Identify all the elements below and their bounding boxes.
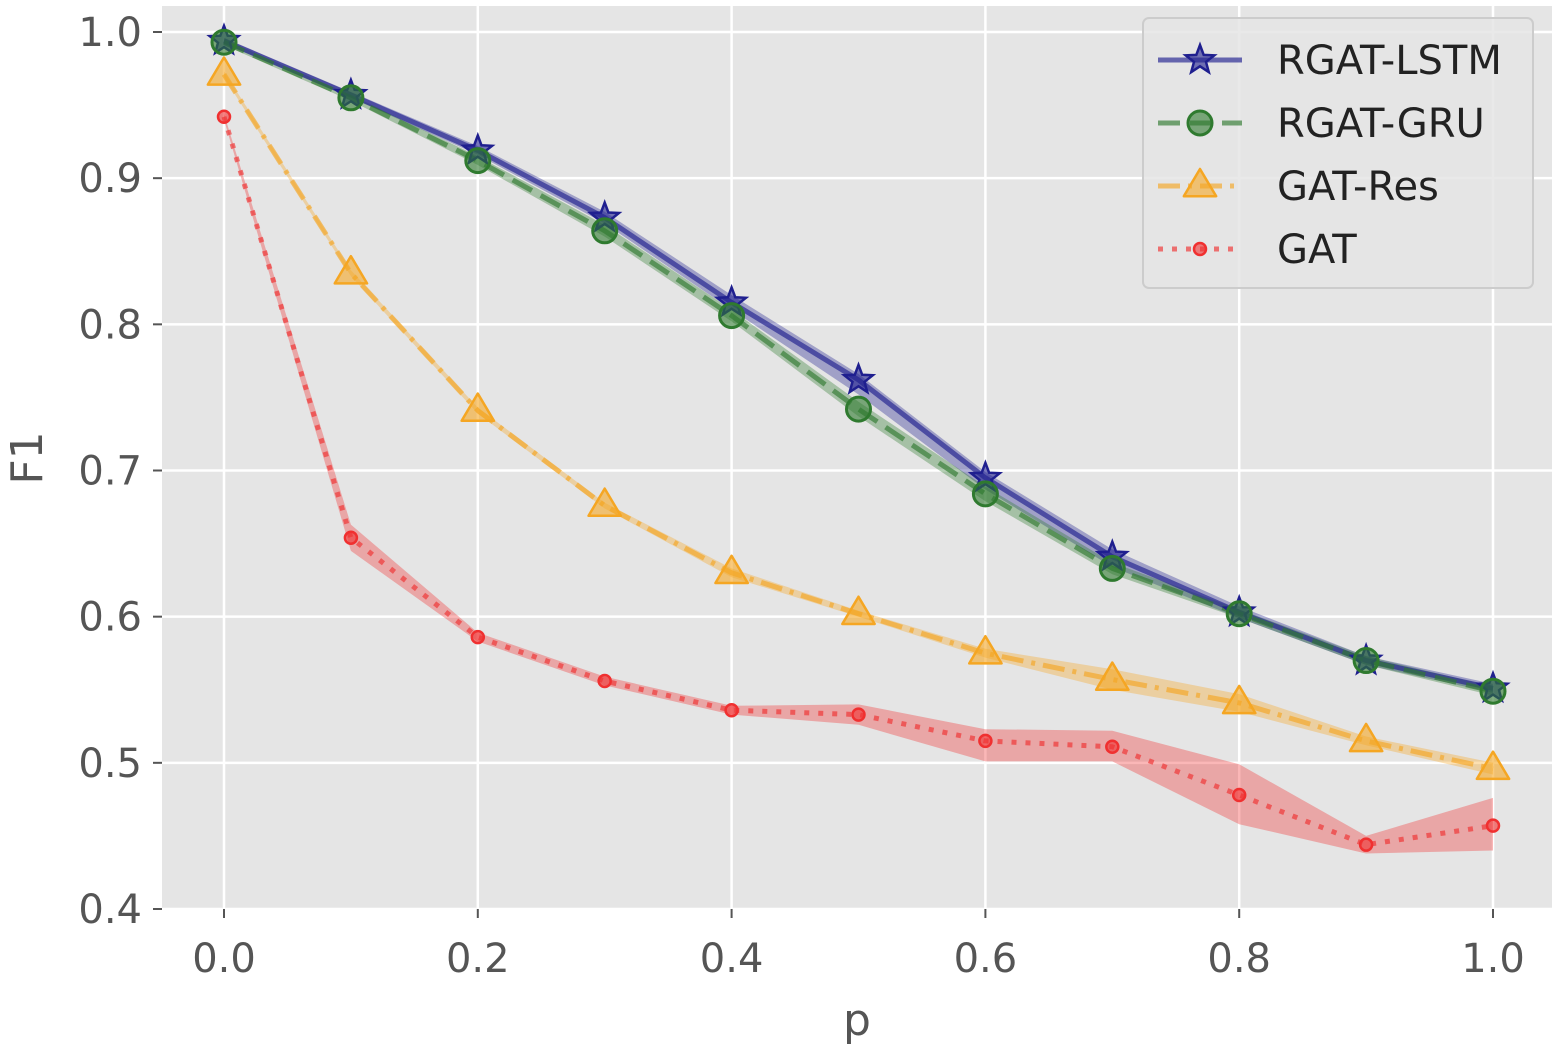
grid-lines: [162, 6, 1552, 911]
gat-point: [851, 707, 866, 722]
y-tick-label: 0.7: [78, 449, 142, 495]
gat-point: [343, 530, 359, 545]
legend-box: [1142, 17, 1534, 289]
legend-marker-rgat-gru: [1186, 109, 1214, 137]
gat-res-point: [1475, 750, 1511, 781]
legend-marker-rgat-lstm: [1182, 41, 1218, 75]
gat-res-point: [841, 595, 876, 626]
rgat-gru-point: [971, 480, 999, 508]
rgat-gru-point: [210, 28, 238, 56]
rgat-gru-line: [222, 39, 1494, 694]
y-tick-label: 0.8: [78, 302, 142, 348]
rgat-gru-point: [1352, 647, 1380, 675]
x-tick-label: 1.0: [1461, 936, 1525, 982]
legend-label-gat: GAT: [1277, 227, 1357, 273]
x-tick-label: 0.6: [954, 936, 1018, 982]
legend-marker-gat: [1192, 241, 1208, 257]
x-tick-label: 0.4: [700, 936, 764, 982]
rgat-gru-point: [464, 147, 492, 175]
gat-res-point: [968, 634, 1003, 665]
rgat-gru-point: [591, 217, 619, 245]
rgat-gru-point: [337, 84, 365, 112]
gat-band: [224, 113, 1493, 854]
x-axis-label: p: [843, 995, 871, 1045]
legend-label-rgat-lstm: RGAT-LSTM: [1277, 38, 1502, 84]
legend: RGAT-LSTM RGAT-GRU GAT-Res GAT: [1142, 17, 1534, 289]
gat-point: [724, 702, 739, 718]
rgat-lstm-point: [840, 361, 877, 395]
legend-label-gat-res: GAT-Res: [1277, 164, 1439, 210]
y-tick-label: 1.0: [78, 10, 142, 56]
gat-res-point: [587, 487, 623, 518]
rgat-gru-point: [1225, 600, 1253, 628]
x-axis-ticks: 0.0 0.2 0.4 0.6 0.8 1.0: [192, 909, 1525, 982]
gat-point: [1485, 818, 1501, 833]
gat-point: [1105, 739, 1120, 755]
rgat-gru-point: [1098, 554, 1126, 582]
gat-line: [221, 116, 1494, 848]
rgat-gru-point: [1479, 677, 1507, 705]
gat-point: [978, 733, 993, 749]
legend-marker-gat-res: [1182, 167, 1218, 198]
y-axis-label: F1: [2, 431, 53, 484]
series-markers: [206, 22, 1511, 852]
rgat-gru-point: [845, 395, 872, 423]
gat-res-point: [460, 392, 496, 423]
rgat-gru-point: [718, 302, 746, 330]
gat-res-point: [333, 254, 369, 285]
gat-point: [216, 109, 232, 125]
x-tick-label: 0.8: [1207, 936, 1271, 982]
gat-res-point: [714, 554, 749, 585]
x-tick-label: 0.2: [446, 936, 510, 982]
confidence-bands: [224, 37, 1493, 854]
gat-res-point: [1094, 661, 1130, 691]
y-axis-ticks: 0.4 0.5 0.6 0.7 0.8 0.9 1.0: [78, 10, 162, 933]
gat-res-point: [1348, 722, 1384, 753]
gat-res-point: [1221, 684, 1257, 715]
gat-point: [597, 673, 612, 689]
gat-point: [1358, 837, 1374, 852]
y-tick-label: 0.6: [78, 595, 142, 641]
legend-label-rgat-gru: RGAT-GRU: [1277, 101, 1485, 147]
x-tick-label: 0.0: [192, 936, 256, 982]
y-tick-label: 0.9: [78, 156, 142, 202]
gat-point: [470, 629, 486, 645]
gat-point: [1231, 787, 1247, 803]
y-tick-label: 0.5: [78, 741, 142, 787]
y-tick-label: 0.4: [78, 887, 142, 933]
gat-res-point: [206, 56, 242, 86]
